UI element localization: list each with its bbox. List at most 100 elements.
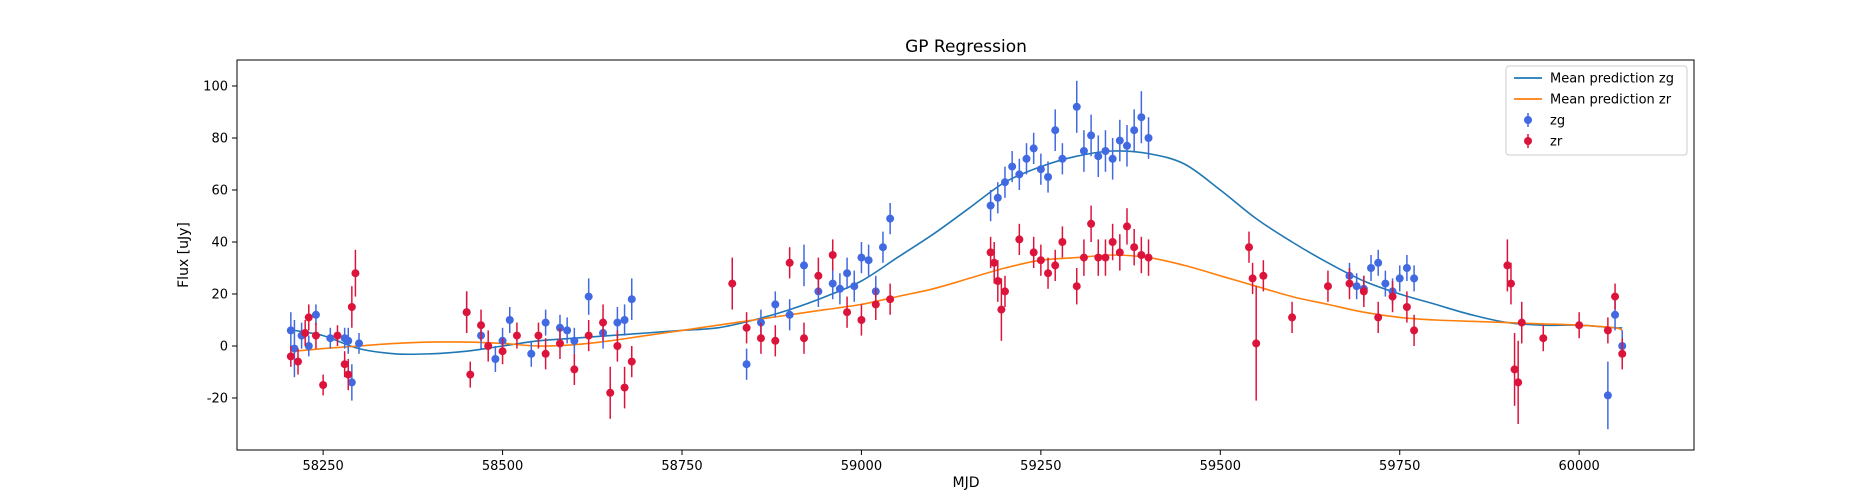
x-tick-label: 59250 xyxy=(1020,459,1061,474)
x-tick-label: 59000 xyxy=(841,459,882,474)
point-zg xyxy=(843,269,852,278)
point-zg xyxy=(1058,154,1067,163)
point-zg xyxy=(800,261,809,270)
point-zg xyxy=(785,310,794,319)
x-tick-label: 60000 xyxy=(1558,459,1599,474)
point-zg xyxy=(563,326,572,335)
point-zr xyxy=(1410,326,1419,335)
point-zg xyxy=(541,318,550,327)
y-tick-label: 60 xyxy=(211,184,228,199)
legend-label-zr: zr xyxy=(1550,135,1563,150)
legend-box xyxy=(1505,65,1688,156)
y-tick-label: -20 xyxy=(207,392,228,407)
point-zr xyxy=(1248,274,1257,283)
plot-frame xyxy=(236,59,1695,451)
point-zr xyxy=(1044,269,1053,278)
point-zr xyxy=(1072,282,1081,291)
point-zr xyxy=(1087,219,1096,228)
point-zr xyxy=(613,342,622,350)
point-zr xyxy=(606,388,615,397)
point-zr xyxy=(555,339,564,348)
point-zg xyxy=(835,284,844,293)
point-zr xyxy=(344,370,353,379)
point-zg xyxy=(878,243,887,252)
point-zg xyxy=(613,318,622,327)
point-zg xyxy=(344,336,353,345)
point-zg xyxy=(326,334,335,343)
point-zr xyxy=(1345,279,1354,288)
point-zg xyxy=(1122,141,1131,150)
point-zr xyxy=(871,300,880,309)
point-zr xyxy=(1323,282,1332,291)
point-zg xyxy=(1051,126,1060,135)
point-zr xyxy=(1000,287,1009,296)
point-zr xyxy=(771,336,780,345)
point-zr xyxy=(462,308,471,317)
legend-label-mean-prediction-zg: Mean prediction zg xyxy=(1550,72,1674,87)
point-zr xyxy=(986,248,995,257)
point-zr xyxy=(333,331,342,340)
point-zg xyxy=(828,279,837,288)
y-tick-label: 40 xyxy=(211,236,228,251)
point-zr xyxy=(1144,253,1153,262)
point-zr xyxy=(1503,261,1512,270)
point-zg xyxy=(1094,152,1103,161)
point-zr xyxy=(311,331,320,340)
point-zg xyxy=(1022,154,1031,163)
point-zr xyxy=(1015,235,1024,244)
point-zg xyxy=(1079,147,1088,155)
point-zg xyxy=(1008,162,1017,171)
point-zr xyxy=(1618,349,1627,358)
plot-area xyxy=(286,80,1627,430)
observation-points xyxy=(286,80,1627,430)
legend-swatch-zg xyxy=(1524,116,1532,124)
point-zr xyxy=(1094,253,1103,262)
point-zg xyxy=(1000,178,1009,187)
point-zr xyxy=(990,258,999,267)
legend-label-zg: zg xyxy=(1550,114,1565,129)
point-zr xyxy=(1101,253,1110,262)
point-zg xyxy=(1130,126,1139,135)
point-zg xyxy=(864,256,873,265)
x-axis: 58250 58500 58750 59000 59250 59500 59750 60000 xyxy=(302,450,1600,474)
point-zr xyxy=(340,360,349,369)
point-zr xyxy=(993,277,1002,285)
point-zr xyxy=(304,313,313,322)
point-zg xyxy=(570,336,579,345)
point-zg xyxy=(1367,264,1376,272)
point-zr xyxy=(1359,287,1368,296)
point-zr xyxy=(498,347,507,356)
point-zr xyxy=(584,331,593,340)
point-zr xyxy=(347,303,356,311)
point-zr xyxy=(1539,334,1548,343)
point-zr xyxy=(484,342,493,350)
point-zr xyxy=(1058,238,1067,246)
point-zr xyxy=(1122,222,1131,231)
point-zr xyxy=(1245,243,1254,252)
point-zr xyxy=(1603,326,1612,335)
point-zr xyxy=(301,329,310,337)
point-zg xyxy=(304,342,313,350)
point-zg xyxy=(1087,131,1096,140)
point-zg xyxy=(1603,391,1612,400)
point-zr xyxy=(1130,243,1139,252)
point-zg xyxy=(1402,264,1411,272)
point-zr xyxy=(512,331,521,340)
point-zg xyxy=(850,282,859,291)
mean-prediction-lines xyxy=(294,150,1623,356)
point-zr xyxy=(728,279,737,288)
legend: Mean prediction zg Mean prediction zr zg zr xyxy=(1505,65,1688,156)
point-zg xyxy=(1144,134,1153,142)
point-zr xyxy=(319,381,328,389)
point-zr xyxy=(997,305,1006,314)
point-zg xyxy=(620,316,629,324)
point-zg xyxy=(1611,310,1620,319)
point-zr xyxy=(1137,251,1146,259)
y-tick-label: 0 xyxy=(220,340,228,355)
point-zr xyxy=(477,321,486,330)
point-zr xyxy=(843,308,852,317)
point-zr xyxy=(1388,292,1397,301)
point-zg xyxy=(986,201,995,210)
point-zr xyxy=(1506,279,1515,288)
